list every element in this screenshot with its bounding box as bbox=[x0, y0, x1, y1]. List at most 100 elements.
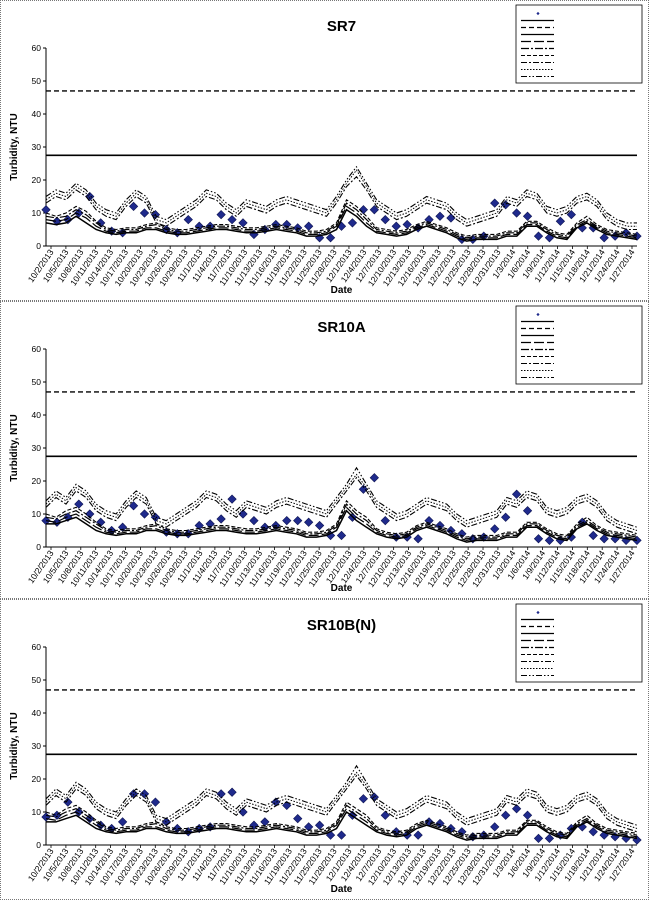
data-point-marker bbox=[522, 506, 533, 516]
data-point-marker bbox=[325, 233, 336, 243]
series-line-7 bbox=[45, 774, 638, 833]
chart-title: SR10B(N) bbox=[307, 617, 376, 634]
data-point-marker bbox=[555, 216, 566, 226]
legend-marker bbox=[536, 312, 540, 317]
series-line-9 bbox=[45, 466, 638, 528]
data-point-marker bbox=[216, 514, 226, 524]
data-point-marker bbox=[139, 208, 150, 218]
data-point-marker bbox=[358, 794, 369, 804]
data-point-marker bbox=[304, 822, 314, 832]
data-point-marker bbox=[435, 818, 445, 829]
y-tick-label: 50 bbox=[32, 377, 42, 387]
data-point-marker bbox=[599, 534, 609, 544]
data-point-marker bbox=[632, 835, 642, 845]
data-point-marker bbox=[369, 205, 379, 215]
data-point-marker bbox=[238, 218, 248, 228]
data-point-marker bbox=[380, 810, 390, 820]
data-point-marker bbox=[227, 494, 237, 504]
data-point-marker bbox=[544, 535, 555, 546]
data-point-marker bbox=[41, 812, 51, 822]
data-point-marker bbox=[380, 515, 390, 526]
chart-title: SR10A bbox=[317, 319, 366, 336]
data-point-marker bbox=[249, 515, 259, 526]
y-tick-label: 0 bbox=[36, 542, 41, 552]
legend-marker bbox=[536, 610, 540, 615]
data-point-marker bbox=[599, 233, 609, 243]
y-tick-label: 60 bbox=[32, 344, 42, 354]
data-point-marker bbox=[74, 807, 84, 817]
data-point-marker bbox=[41, 515, 51, 526]
y-tick-label: 50 bbox=[32, 76, 42, 86]
chart-title: SR7 bbox=[327, 18, 356, 35]
y-tick-label: 10 bbox=[32, 807, 42, 817]
data-point-marker bbox=[533, 231, 544, 241]
y-tick-label: 0 bbox=[36, 840, 41, 850]
chart-panel-sr7: SR7 0 10 20 30 40 50 60 Turbidity, NTU 10/2/2013 1… bbox=[0, 0, 649, 301]
data-point-marker bbox=[336, 530, 347, 541]
data-point-marker bbox=[85, 813, 95, 824]
data-point-marker bbox=[74, 499, 84, 509]
data-point-marker bbox=[128, 501, 139, 511]
data-point-marker bbox=[413, 830, 423, 840]
legend-box bbox=[515, 4, 643, 84]
chart-panel-sr10a: SR10A 0 10 20 30 40 50 60 Turbidity, NTU 10/2/201… bbox=[0, 301, 649, 599]
data-point-marker bbox=[544, 833, 555, 844]
y-tick-label: 30 bbox=[32, 142, 42, 152]
y-axis-title: Turbidity, NTU bbox=[9, 113, 20, 180]
series-line-6 bbox=[45, 198, 638, 237]
data-point-marker bbox=[522, 211, 533, 221]
series-line-4 bbox=[45, 506, 638, 542]
data-point-marker bbox=[85, 191, 95, 202]
data-point-marker bbox=[501, 512, 511, 522]
data-point-marker bbox=[52, 216, 62, 226]
data-point-marker bbox=[238, 509, 248, 519]
legend-box bbox=[515, 603, 643, 683]
data-point-marker bbox=[533, 534, 544, 544]
data-point-marker bbox=[314, 820, 325, 830]
data-point-marker bbox=[194, 520, 204, 531]
data-point-marker bbox=[402, 219, 412, 230]
data-point-marker bbox=[588, 530, 598, 541]
data-point-marker bbox=[588, 827, 598, 837]
legend bbox=[515, 305, 643, 385]
series-line-3 bbox=[46, 810, 638, 841]
data-point-marker bbox=[293, 813, 303, 824]
data-point-marker bbox=[490, 524, 500, 534]
data-point-marker bbox=[293, 515, 303, 526]
data-point-marker bbox=[282, 515, 292, 526]
data-point-marker bbox=[117, 817, 128, 827]
data-point-marker bbox=[490, 822, 500, 832]
y-tick-label: 20 bbox=[32, 175, 42, 185]
data-point-marker bbox=[85, 509, 95, 519]
y-tick-label: 30 bbox=[32, 741, 42, 751]
data-point-marker bbox=[511, 804, 522, 814]
series-line-6 bbox=[45, 801, 638, 836]
series-line-3 bbox=[46, 509, 638, 543]
data-point-marker bbox=[150, 797, 161, 807]
data-point-marker bbox=[522, 810, 533, 820]
legend-box bbox=[515, 305, 643, 385]
y-tick-label: 40 bbox=[32, 708, 42, 718]
data-point-marker bbox=[227, 214, 237, 225]
series-line-9 bbox=[45, 764, 638, 826]
x-axis-title: Date bbox=[331, 285, 353, 296]
data-point-marker bbox=[446, 213, 456, 223]
series-line-8 bbox=[45, 473, 638, 531]
data-point-marker bbox=[566, 210, 576, 220]
chart-panel-sr10bn: SR10B(N) 0 10 20 30 40 50 60 Turbidity, NTU 10/2/… bbox=[0, 599, 649, 900]
data-point-marker bbox=[282, 219, 292, 230]
y-tick-label: 10 bbox=[32, 208, 42, 218]
series-line-5 bbox=[45, 804, 638, 838]
data-point-marker bbox=[413, 534, 423, 544]
data-point-marker bbox=[533, 833, 544, 844]
series-line-6 bbox=[45, 499, 638, 538]
data-point-marker bbox=[63, 214, 73, 225]
y-axis-title: Turbidity, NTU bbox=[9, 414, 20, 481]
data-point-marker bbox=[216, 210, 226, 220]
data-point-marker bbox=[336, 830, 347, 840]
y-tick-label: 20 bbox=[32, 774, 42, 784]
legend bbox=[515, 4, 643, 84]
